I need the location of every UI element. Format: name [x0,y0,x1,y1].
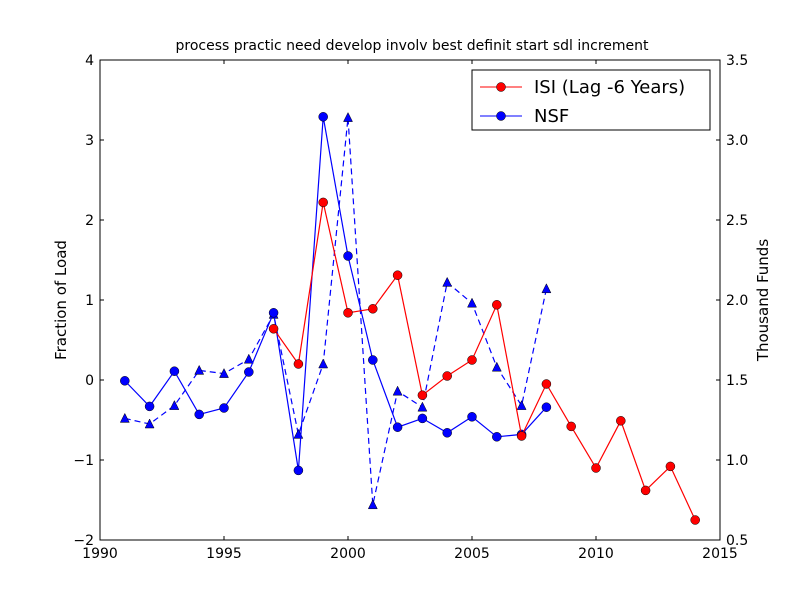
data-point-triangle [219,368,229,378]
data-point [541,402,552,412]
data-point-triangle [491,361,502,372]
data-point [368,355,378,365]
data-point [293,465,304,476]
data-point [665,461,676,472]
y-tick-label: −2 [73,533,94,549]
data-point-triangle [119,412,130,423]
data-point-triangle [541,283,552,294]
data-point [417,413,428,424]
data-point [318,197,328,208]
y-tick-label-right: 1.0 [726,453,748,469]
y-tick-label-right: 3.5 [726,53,748,69]
data-point [343,308,353,318]
data-point [392,422,403,432]
legend-label-isi: ISI (Lag -6 Years) [534,77,685,98]
data-point [467,355,477,365]
data-point [343,251,353,261]
legend-marker-nsf [496,111,506,121]
x-tick-label: 2015 [702,546,738,562]
data-point-triangle [392,385,403,396]
data-point [616,416,626,426]
legend-label-nsf: NSF [534,106,569,127]
series-line-1 [124,116,547,471]
x-tick-label: 2005 [454,546,490,562]
plot-frame [99,59,721,541]
y-tick-label-right: 2.0 [726,293,748,309]
y-tick-label-right: 2.5 [726,213,748,229]
data-point [368,304,378,314]
y-axis-label: Fraction of Load [52,240,70,360]
data-point-triangle [442,276,453,287]
data-point [442,371,452,381]
y-tick-label: 0 [85,373,94,389]
y-axis-label-right: Thousand Funds [754,239,772,362]
data-point [516,431,527,441]
data-point [244,367,254,377]
y-tick-label-right: 0.5 [726,533,748,549]
legend-marker-isi [496,82,506,92]
x-tick-label: 1990 [82,546,118,562]
data-point [219,403,229,413]
data-point [392,270,403,280]
data-point [417,390,428,400]
data-point [566,421,576,432]
data-point [293,359,304,369]
data-point-triangle [318,358,329,369]
data-point [120,376,130,386]
data-point [492,300,502,310]
x-tick-label: 2010 [578,546,614,562]
x-tick-label: 1995 [206,546,242,562]
data-point-triangle [194,364,205,375]
x-tick-label: 2000 [330,546,366,562]
chart-title: process practic need develop involv best… [175,38,649,54]
y-tick-label: 1 [85,293,94,309]
data-point [690,515,700,525]
data-point [640,485,651,496]
data-point [169,366,180,376]
legend: ISI (Lag -6 Years) NSF [471,69,711,131]
data-point-triangle [516,400,527,410]
data-point [268,308,279,318]
data-point [442,428,452,438]
series-line-2 [124,117,547,505]
data-point-triangle [367,499,378,510]
data-point-triangle [243,353,254,364]
y-tick-label: 2 [85,213,94,229]
data-point [144,401,155,412]
y-tick-label-right: 3.0 [726,133,748,149]
data-point-triangle [343,112,353,122]
data-point [318,112,328,122]
data-point [541,379,552,389]
data-point-triangle [169,400,180,410]
data-point-triangle [467,297,477,308]
data-point [492,432,502,442]
data-point [467,412,477,422]
y-tick-label-right: 1.5 [726,373,748,389]
data-point [194,409,204,420]
data-point [591,463,601,473]
series-line-0 [273,202,696,521]
data-point-triangle [144,418,155,429]
y-tick-label: 3 [85,133,94,149]
y-tick-label: −1 [73,453,94,469]
data-point-triangle [417,401,428,412]
y-tick-label: 4 [85,53,94,69]
data-point [268,324,279,334]
